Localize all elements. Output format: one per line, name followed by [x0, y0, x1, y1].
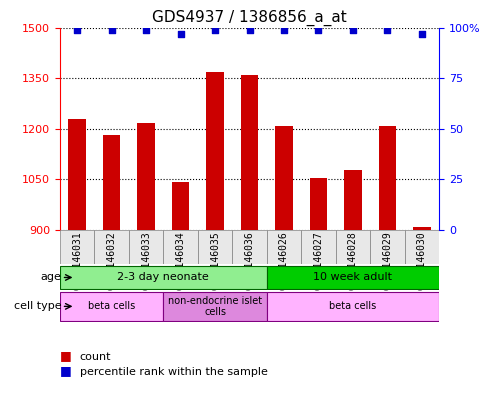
Text: cell type: cell type	[14, 301, 61, 311]
Bar	[344, 170, 362, 393]
Text: GSM1146029: GSM1146029	[382, 231, 392, 290]
FancyBboxPatch shape	[232, 230, 267, 264]
Bar	[60, 266, 267, 289]
Bar	[275, 126, 292, 393]
FancyBboxPatch shape	[336, 230, 370, 264]
Text: ■: ■	[60, 364, 72, 377]
Text: GSM1146035: GSM1146035	[210, 231, 220, 290]
Text: count: count	[80, 352, 111, 362]
Text: GSM1146031: GSM1146031	[72, 231, 82, 290]
Point	[280, 26, 288, 33]
Point	[383, 26, 391, 33]
Text: beta cells: beta cells	[88, 301, 135, 311]
Text: GSM1146026: GSM1146026	[279, 231, 289, 290]
Point	[349, 26, 357, 33]
Bar	[68, 119, 86, 393]
Text: GSM1146030: GSM1146030	[417, 231, 427, 290]
Point	[211, 26, 219, 33]
Bar	[241, 75, 258, 393]
Point	[142, 26, 150, 33]
Bar	[267, 266, 439, 289]
FancyBboxPatch shape	[370, 230, 405, 264]
Bar	[137, 123, 155, 393]
Text: ■: ■	[60, 349, 72, 362]
Text: percentile rank within the sample: percentile rank within the sample	[80, 367, 268, 377]
Text: GSM1146028: GSM1146028	[348, 231, 358, 290]
Point	[314, 26, 322, 33]
FancyBboxPatch shape	[301, 230, 336, 264]
Text: 2-3 day neonate: 2-3 day neonate	[117, 272, 209, 283]
Text: non-endocrine islet
cells: non-endocrine islet cells	[168, 296, 262, 317]
Bar	[207, 72, 224, 393]
Bar	[310, 178, 327, 393]
Point	[418, 30, 426, 37]
Text: beta cells: beta cells	[329, 301, 377, 311]
Point	[246, 26, 253, 33]
Point	[177, 30, 185, 37]
Text: GSM1146036: GSM1146036	[245, 231, 254, 290]
FancyBboxPatch shape	[405, 230, 439, 264]
Bar	[413, 227, 431, 393]
FancyBboxPatch shape	[60, 230, 94, 264]
Text: age: age	[41, 272, 61, 283]
FancyBboxPatch shape	[198, 230, 232, 264]
Bar	[103, 135, 120, 393]
FancyBboxPatch shape	[267, 230, 301, 264]
Point	[108, 26, 116, 33]
Bar	[379, 126, 396, 393]
Title: GDS4937 / 1386856_a_at: GDS4937 / 1386856_a_at	[152, 10, 347, 26]
FancyBboxPatch shape	[94, 230, 129, 264]
Bar	[163, 292, 267, 321]
Text: 10 week adult: 10 week adult	[313, 272, 392, 283]
Bar	[267, 292, 439, 321]
FancyBboxPatch shape	[163, 230, 198, 264]
Text: GSM1146034: GSM1146034	[176, 231, 186, 290]
Text: GSM1146027: GSM1146027	[313, 231, 323, 290]
Text: GSM1146033: GSM1146033	[141, 231, 151, 290]
Text: GSM1146032: GSM1146032	[107, 231, 117, 290]
Bar	[60, 292, 163, 321]
FancyBboxPatch shape	[129, 230, 163, 264]
Point	[73, 26, 81, 33]
Bar	[172, 182, 189, 393]
